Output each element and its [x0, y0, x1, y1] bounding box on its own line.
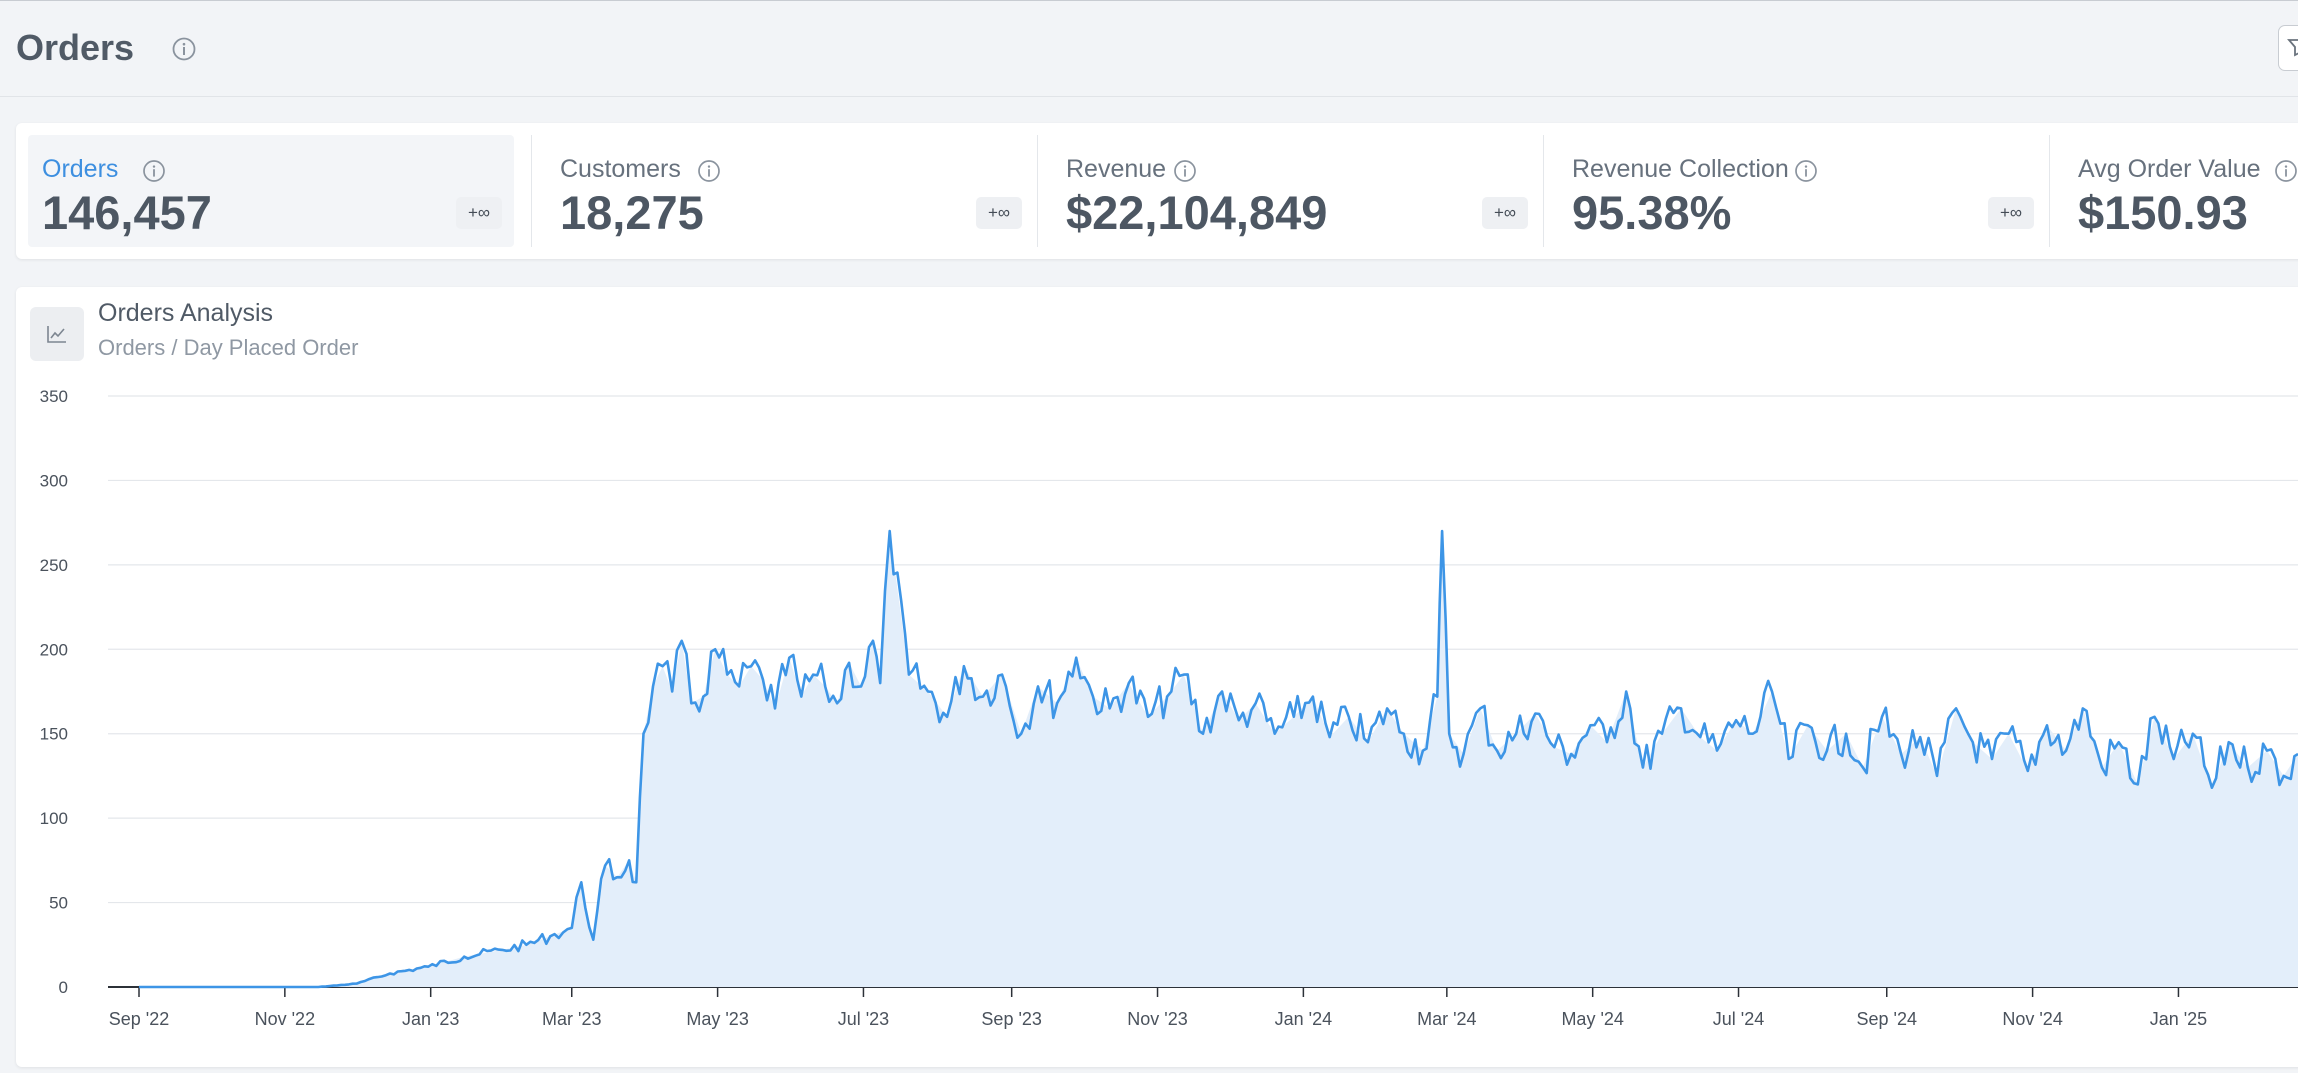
filter-button[interactable] [2278, 25, 2298, 71]
metric-revenue-collection[interactable]: Revenue Collection 95.38% +∞ [1544, 135, 2034, 247]
delta-badge: +∞ [1482, 197, 1528, 229]
info-icon[interactable] [697, 159, 721, 183]
page-header: Orders [0, 1, 2298, 97]
x-tick-label: Jan '25 [2150, 1009, 2207, 1029]
y-tick-label: 150 [40, 725, 68, 744]
info-icon[interactable] [171, 36, 197, 62]
x-tick-label: Mar '24 [1417, 1009, 1476, 1029]
window-top-border [0, 0, 2298, 1]
metric-divider [1543, 135, 1544, 247]
info-icon[interactable] [1173, 159, 1197, 183]
x-tick-label: Nov '23 [1127, 1009, 1187, 1029]
metric-value: 95.38% [1572, 186, 1732, 239]
x-tick-label: Sep '22 [109, 1009, 170, 1029]
orders-area-fill [139, 531, 2298, 987]
info-icon[interactable] [2274, 159, 2298, 183]
delta-badge: +∞ [456, 197, 502, 229]
x-tick-label: Nov '22 [255, 1009, 315, 1029]
metric-label: Revenue [1066, 155, 1167, 183]
chart-type-button[interactable] [30, 307, 84, 361]
chart-title: Orders Analysis [98, 299, 274, 327]
y-tick-label: 50 [49, 894, 68, 913]
metric-divider [1037, 135, 1038, 247]
metric-label: Revenue Collection [1572, 155, 1789, 183]
line-chart-icon [47, 326, 66, 343]
orders-series-line [139, 529, 2298, 989]
chart-subtitle: Orders / Day Placed Order [98, 335, 359, 360]
info-icon[interactable] [142, 159, 166, 183]
y-tick-label: 0 [59, 978, 68, 997]
filter-icon [2287, 39, 2298, 57]
x-tick-label: Jul '24 [1713, 1009, 1764, 1029]
x-tick-label: Jan '23 [402, 1009, 459, 1029]
x-tick-label: May '24 [1561, 1009, 1623, 1029]
x-tick-label: Nov '24 [2002, 1009, 2062, 1029]
delta-badge: +∞ [976, 197, 1022, 229]
metric-customers[interactable]: Customers 18,275 +∞ [532, 135, 1022, 247]
x-tick-label: Jul '23 [838, 1009, 889, 1029]
x-tick-label: Sep '23 [981, 1009, 1042, 1029]
metric-label: Orders [42, 155, 119, 183]
metric-value: 18,275 [560, 186, 704, 239]
y-tick-label: 200 [40, 640, 68, 659]
metric-value: 146,457 [42, 186, 212, 239]
metric-value: $150.93 [2078, 186, 2248, 239]
y-tick-label: 100 [40, 809, 68, 828]
page-title: Orders [16, 27, 135, 68]
metric-avg-order-value[interactable]: Avg Order Value $150.93 [2050, 135, 2298, 247]
metric-revenue[interactable]: Revenue $22,104,849 +∞ [1038, 135, 1528, 247]
metric-label: Avg Order Value [2078, 155, 2261, 183]
x-tick-label: May '23 [686, 1009, 748, 1029]
metric-value: $22,104,849 [1066, 186, 1328, 239]
metrics-bar: Orders 146,457 +∞ Customers 18,275 +∞ Re… [16, 123, 2298, 259]
x-tick-label: Sep '24 [1857, 1009, 1918, 1029]
x-tick-label: Mar '23 [542, 1009, 601, 1029]
y-tick-label: 300 [40, 471, 68, 490]
orders-area-chart: 0 50 100 150 200 250 300 350 Sep '22 Nov '22 Jan '… [40, 387, 2298, 1029]
delta-badge: +∞ [1988, 197, 2034, 229]
x-tick-label: Jan '24 [1275, 1009, 1332, 1029]
info-icon[interactable] [1794, 159, 1818, 183]
metric-divider [2049, 135, 2050, 247]
y-tick-label: 350 [40, 387, 68, 406]
metric-divider [531, 135, 532, 247]
chart-card: Orders Analysis Orders / Day Placed Orde… [16, 287, 2298, 1067]
y-tick-label: 250 [40, 556, 68, 575]
metric-label: Customers [560, 155, 681, 183]
metric-orders[interactable]: Orders 146,457 +∞ [28, 135, 514, 247]
